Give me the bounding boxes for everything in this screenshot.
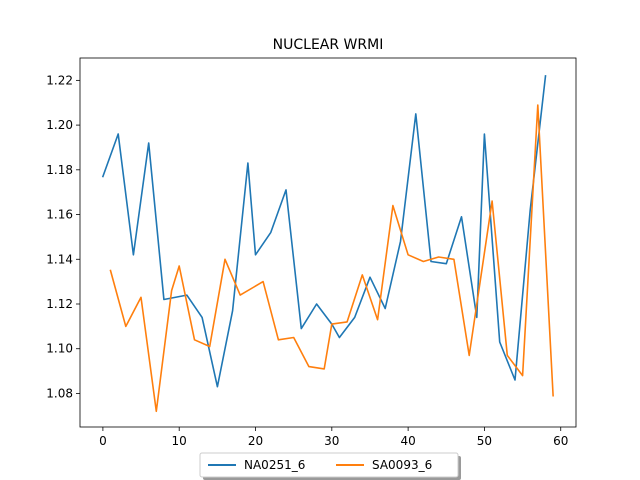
x-tick-label: 0: [99, 434, 107, 448]
legend: NA0251_6 SA0093_6: [199, 452, 461, 480]
x-tick-label: 30: [324, 434, 339, 448]
legend-label-sa0093: SA0093_6: [372, 458, 432, 472]
x-tick-label: 40: [400, 434, 415, 448]
y-axis: 1.08 1.10 1.12 1.14 1.16 1.18 1.20 1.22: [46, 73, 80, 400]
x-tick-label: 10: [172, 434, 187, 448]
x-tick-label: 60: [553, 434, 568, 448]
y-tick-label: 1.10: [46, 342, 73, 356]
y-tick-label: 1.22: [46, 73, 73, 87]
plot-frame: [79, 57, 577, 428]
chart-title: NUCLEAR WRMI: [273, 37, 384, 53]
y-tick-label: 1.12: [46, 297, 73, 311]
x-tick-label: 20: [248, 434, 263, 448]
x-tick-label: 50: [477, 434, 492, 448]
legend-label-na0251: NA0251_6: [244, 458, 305, 472]
y-tick-label: 1.14: [46, 252, 73, 266]
plot-lines: [101, 75, 554, 413]
series-line-na0251-6: [101, 75, 547, 388]
y-tick-label: 1.16: [46, 208, 73, 222]
series-line-sa0093-6: [109, 104, 554, 413]
y-tick-label: 1.20: [46, 118, 73, 132]
y-tick-label: 1.18: [46, 163, 73, 177]
x-axis: 0 10 20 30 40 50 60: [99, 427, 568, 448]
y-tick-label: 1.08: [46, 386, 73, 400]
legend-box: [199, 452, 459, 478]
